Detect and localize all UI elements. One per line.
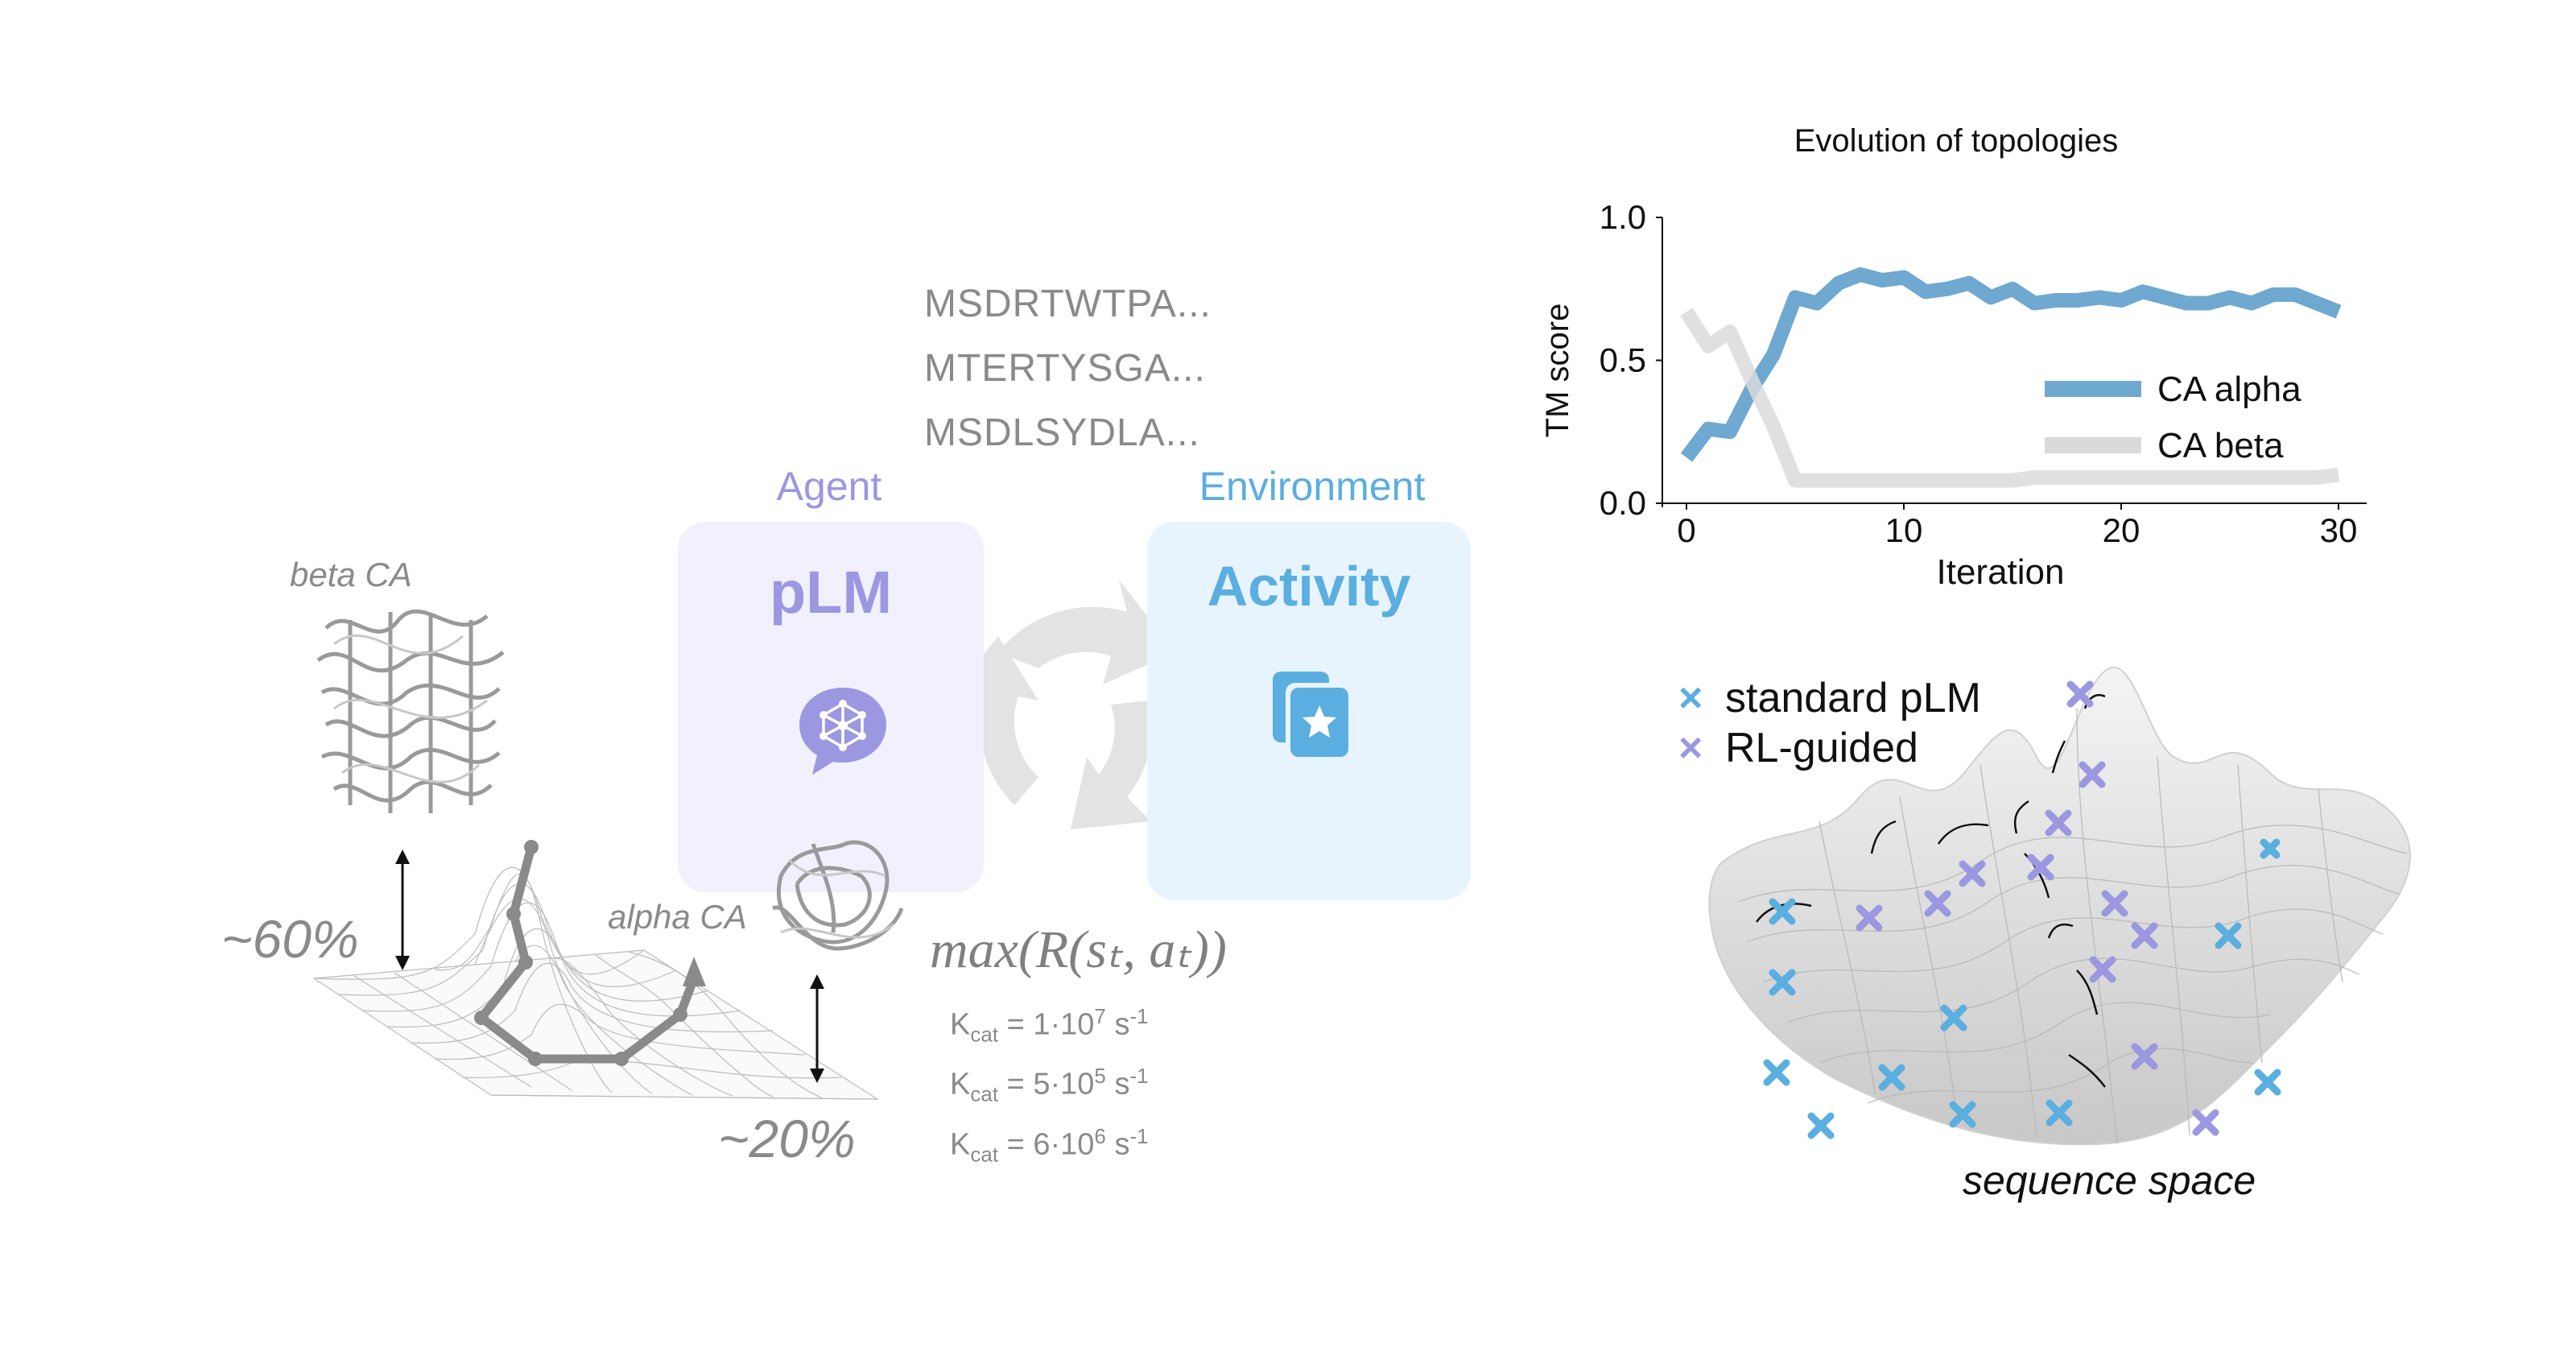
legend-label-ca-alpha: CA alpha	[2157, 370, 2301, 409]
beta-ca-label: beta CA	[290, 556, 412, 593]
kcat-line-3: Kcat = 6·106 s-1	[950, 1123, 1149, 1166]
fitness-landscape-mesh	[312, 840, 880, 1100]
y-axis-label: TM score	[1540, 304, 1575, 438]
tm-score-chart: Evolution of topologies 0 10 20 30 0.0 0.5 1.0…	[1540, 123, 2367, 592]
standard-plm-marker	[1769, 898, 1796, 925]
standard-plm-marker	[1807, 1112, 1835, 1139]
cross-icon: ×	[1678, 725, 1703, 771]
rl-guided-marker	[1924, 890, 1951, 917]
beta-percentage: ~60%	[221, 909, 359, 969]
series-line-ca-alpha	[1680, 267, 2342, 462]
sequence-space-caption: sequence space	[1963, 1158, 2256, 1203]
y-tick-label: 0.5	[1600, 341, 1646, 379]
standard-plm-marker	[1769, 969, 1796, 996]
chart-legend: CA alpha CA beta	[2045, 370, 2301, 465]
standard-plm-marker	[2254, 1069, 2281, 1096]
alpha-ca-label: alpha CA	[608, 898, 747, 936]
alpha-ca-structure	[771, 840, 904, 951]
sequence-space-landscape	[1708, 666, 2411, 1146]
cross-icon: ×	[1678, 675, 1703, 721]
sequence-1: MSDRTWTPA...	[924, 283, 1212, 325]
legend-item-standard-plm: × standard pLM	[1678, 675, 1981, 721]
agent-role-label: Agent	[776, 464, 882, 509]
rl-guided-markers	[1856, 680, 2219, 1136]
cycle-arrows-icon	[950, 580, 1175, 829]
legend-label-ca-beta: CA beta	[2157, 426, 2284, 465]
rl-guided-marker	[2079, 761, 2106, 788]
environment-role-label: Environment	[1199, 464, 1426, 509]
environment-title: Activity	[1207, 555, 1411, 618]
sequence-2: MTERTYSGA...	[924, 347, 1206, 390]
chart-axes	[1662, 217, 2367, 507]
standard-plm-marker	[1878, 1064, 1905, 1091]
standard-plm-markers	[1763, 838, 2281, 1139]
kcat-list: Kcat = 1·107 s-1 Kcat = 5·105 s-1 Kcat =…	[950, 995, 1149, 1175]
rl-guided-marker	[2101, 890, 2128, 917]
reward-formula: max(R(sₜ, aₜ))	[930, 920, 1227, 979]
alpha-arrow	[810, 974, 824, 1083]
legend-item-rl-guided: × RL-guided	[1678, 725, 1918, 771]
rl-guided-marker	[2131, 922, 2158, 949]
rl-guided-marker	[2089, 956, 2116, 983]
sequence-space-legend: × standard pLM × RL-guided	[1678, 673, 1981, 773]
kcat-line-2: Kcat = 5·105 s-1	[950, 1064, 1149, 1106]
rl-guided-marker	[2045, 809, 2072, 837]
beta-arrow	[395, 850, 410, 970]
standard-plm-marker	[1763, 1059, 1790, 1086]
network-chat-icon	[799, 688, 886, 775]
standard-plm-marker	[2260, 838, 2281, 859]
rl-guided-marker	[1959, 860, 1986, 887]
chart-title: Evolution of topologies	[1794, 123, 2119, 159]
rl-guided-marker	[2131, 1043, 2158, 1070]
x-tick-label: 0	[1677, 511, 1695, 549]
rl-guided-marker	[2192, 1109, 2219, 1136]
y-tick-label: 0.0	[1600, 484, 1646, 522]
standard-plm-marker	[2046, 1099, 2073, 1127]
alpha-percentage: ~20%	[718, 1109, 856, 1168]
standard-plm-marker	[2215, 922, 2242, 949]
rl-guided-marker	[2066, 680, 2094, 708]
x-tick-label: 10	[1885, 511, 1923, 549]
x-tick-label: 20	[2103, 511, 2140, 549]
kcat-line-1: Kcat = 1·107 s-1	[950, 1004, 1149, 1047]
series-line-ca-beta	[1680, 308, 2340, 488]
x-tick-label: 30	[2320, 511, 2358, 549]
beta-ca-structure	[316, 609, 505, 813]
rl-guided-marker	[2027, 854, 2054, 881]
standard-plm-marker	[1949, 1101, 1976, 1128]
sequence-space-markers	[1763, 680, 2281, 1139]
x-axis-label: Iteration	[1937, 552, 2065, 592]
star-document-icon	[1273, 672, 1350, 759]
standard-plm-marker	[1940, 1004, 1967, 1031]
agent-card: pLM	[678, 522, 984, 892]
y-tick-label: 1.0	[1600, 198, 1646, 236]
sequence-3: MSDLSYDLA...	[924, 411, 1200, 454]
environment-card: Activity	[1147, 522, 1471, 900]
agent-title: pLM	[769, 559, 893, 626]
rl-guided-marker	[1856, 904, 1883, 932]
